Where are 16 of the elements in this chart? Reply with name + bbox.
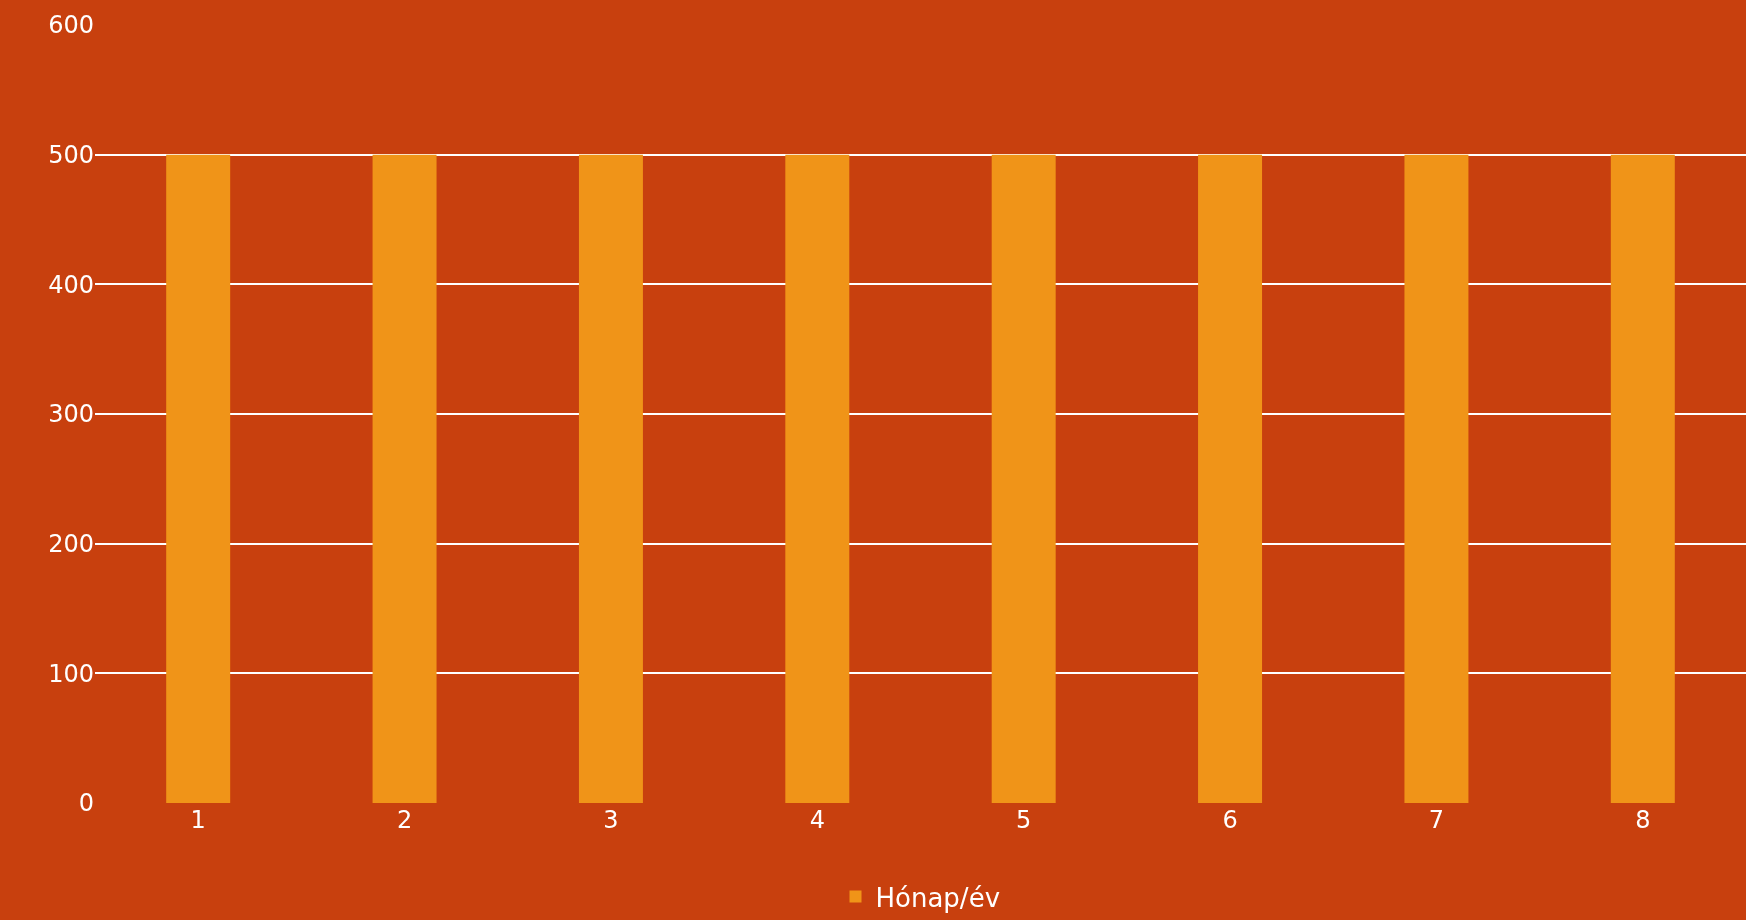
x-tick-label: 8 — [1635, 806, 1651, 834]
y-tick-label: 400 — [48, 270, 94, 299]
x-tick-label: 6 — [1222, 806, 1238, 834]
x-tick-label: 4 — [809, 806, 825, 834]
x-tick-label: 5 — [1016, 806, 1032, 834]
legend-label: Hónap/év — [875, 882, 1001, 913]
y-tick-label: 0 — [78, 789, 94, 818]
x-tick-label: 2 — [396, 806, 413, 834]
y-tick-label: 300 — [48, 400, 94, 429]
y-tick-label: 100 — [48, 659, 94, 688]
x-tick-label: 1 — [190, 806, 206, 834]
x-tick-label: 3 — [603, 806, 619, 834]
y-tick-label: 500 — [48, 141, 94, 170]
y-tick-label: 600 — [48, 11, 94, 40]
y-tick-label: 200 — [48, 530, 94, 559]
x-tick-label: 7 — [1428, 806, 1445, 834]
